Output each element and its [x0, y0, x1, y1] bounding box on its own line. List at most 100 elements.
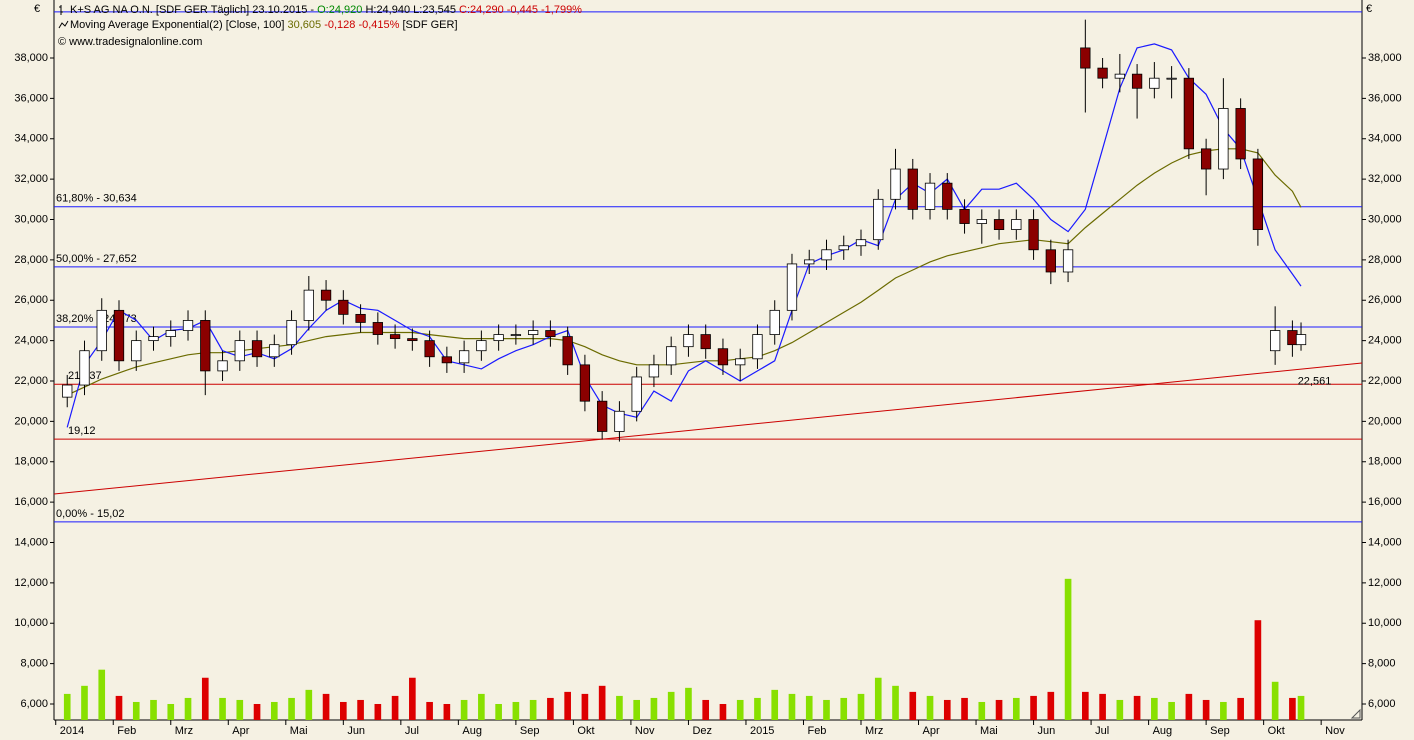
- volume-bar: [184, 697, 192, 720]
- x-tick-label: Mai: [290, 725, 308, 737]
- volume-bar: [236, 699, 244, 720]
- volume-bar: [1202, 699, 1210, 720]
- candle-body: [924, 182, 936, 210]
- volume-bar: [201, 677, 209, 720]
- level-label: 50,00% - 27,652: [56, 253, 137, 265]
- volume-bar: [1220, 701, 1227, 720]
- volume-bar: [1082, 691, 1089, 720]
- volume-bar: [926, 695, 934, 720]
- y-tick-label-right: 18,000: [1368, 456, 1402, 468]
- candle-body: [372, 322, 383, 335]
- candle-body: [458, 350, 470, 364]
- y-tick-label: 12,000: [14, 577, 48, 589]
- candle-body: [752, 334, 763, 360]
- volume-bar: [374, 703, 382, 720]
- candle-body: [1200, 148, 1212, 170]
- volume-bar: [167, 703, 175, 720]
- level-label: 61,80% - 30,634: [56, 193, 137, 205]
- x-tick-label: Jun: [1038, 725, 1056, 737]
- volume-bar: [771, 689, 779, 720]
- x-tick-label: Aug: [462, 725, 482, 737]
- candle-body: [1183, 77, 1195, 150]
- y-tick-label-right: 36,000: [1368, 92, 1402, 104]
- y-tick-label: 36,000: [14, 92, 48, 104]
- y-tick-label: 22,000: [14, 375, 48, 387]
- y-tick-label: 10,000: [14, 617, 48, 629]
- candle-body: [303, 289, 314, 321]
- candle-body: [1011, 219, 1022, 230]
- candle-body: [234, 340, 245, 362]
- volume-bar: [1012, 697, 1020, 720]
- volume-bar: [547, 697, 554, 720]
- y-tick-label-right: 32,000: [1368, 173, 1402, 185]
- y-tick-label-right: 38,000: [1368, 52, 1402, 64]
- y-tick-label-right: 30,000: [1368, 213, 1402, 225]
- volume-bar: [115, 695, 123, 720]
- legend-line-1: K+S AG NA O.N. [SDF GER Täglich] 23.10.2…: [70, 4, 582, 16]
- x-tick-label: Dez: [692, 725, 712, 737]
- y-tick-label-right: 24,000: [1368, 335, 1402, 347]
- volume-bar: [788, 693, 796, 720]
- candle-body: [579, 364, 591, 402]
- candle-body: [320, 289, 332, 301]
- volume-bar: [1254, 620, 1262, 720]
- candle-body: [666, 346, 677, 366]
- x-tick-label: Jul: [405, 725, 419, 737]
- y-tick-label-right: 28,000: [1368, 254, 1402, 266]
- volume-bar: [357, 699, 364, 720]
- volume-bar: [81, 685, 88, 720]
- candle-body: [424, 340, 435, 358]
- candle-body: [821, 249, 832, 261]
- volume-bar: [253, 703, 261, 720]
- volume-bar: [616, 695, 623, 720]
- candle-body: [1287, 330, 1298, 346]
- x-tick-label: Nov: [1325, 725, 1345, 737]
- volume-bar: [529, 699, 537, 720]
- volume-bar: [1151, 697, 1158, 720]
- candle-body: [993, 219, 1005, 230]
- candle-body: [717, 348, 729, 366]
- candle-body: [96, 309, 107, 352]
- trendline-label: 22,561: [1298, 376, 1332, 388]
- volume-bar: [322, 693, 330, 720]
- candle-body: [217, 360, 228, 372]
- currency-right: €: [1366, 3, 1372, 15]
- open: O:24,920: [317, 4, 362, 16]
- level-label: 0,00% - 15,02: [56, 508, 125, 520]
- candle-body: [735, 358, 746, 366]
- candle-body: [510, 334, 522, 336]
- volume-bar: [978, 701, 986, 720]
- candle-body: [1028, 219, 1039, 251]
- candle-body: [597, 400, 608, 432]
- plot: 6,000 6,000 8,000 8,000 10,000 10,000 12,000 12…: [14, 0, 1402, 737]
- x-tick-label: Apr: [923, 725, 940, 737]
- candle-body: [251, 340, 263, 358]
- candle-body: [942, 182, 953, 210]
- x-tick-label: 2014: [60, 725, 84, 737]
- candle-body: [769, 309, 780, 335]
- volume-bar: [391, 695, 399, 720]
- x-tick-label: Mai: [980, 725, 998, 737]
- volume-bar: [1030, 695, 1037, 720]
- candle-body: [113, 309, 125, 362]
- y-tick-label-right: 12,000: [1368, 577, 1402, 589]
- x-tick-label: Jul: [1095, 725, 1109, 737]
- candle-body: [493, 334, 504, 342]
- candle-body: [545, 330, 556, 337]
- volume-bar: [719, 703, 727, 720]
- y-tick-label: 34,000: [14, 133, 48, 145]
- volume-bar: [1047, 691, 1055, 720]
- volume-bar: [512, 701, 520, 720]
- y-tick-label: 28,000: [14, 254, 48, 266]
- indicator-source: [SDF GER]: [403, 19, 458, 31]
- indicator: Moving Average Exponential(2) [Close, 10…: [70, 19, 284, 31]
- volume-bar: [150, 699, 157, 720]
- volume-bar: [132, 701, 140, 720]
- x-tick-label: Mrz: [175, 725, 193, 737]
- volume-bar: [1185, 693, 1193, 720]
- volume-bar: [219, 697, 226, 720]
- candle-body: [838, 245, 849, 251]
- candle-body: [1131, 73, 1143, 89]
- volume-bar: [1271, 681, 1279, 720]
- candle-body: [1295, 334, 1307, 346]
